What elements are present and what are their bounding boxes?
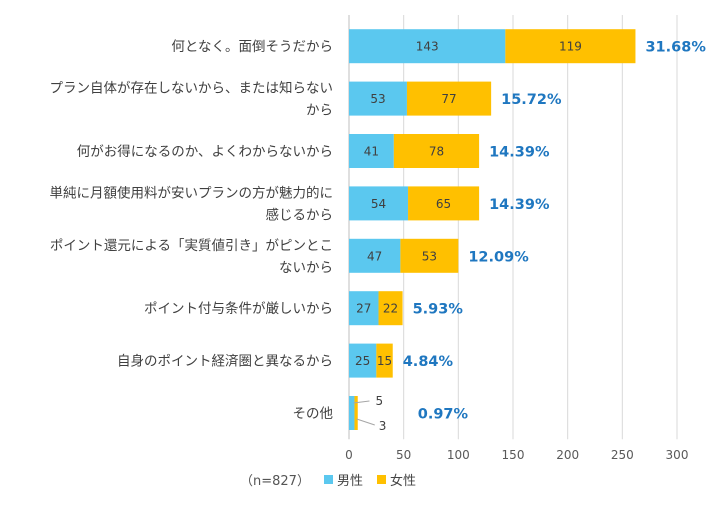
x-tick-label: 50 <box>396 448 411 462</box>
x-tick-label: 100 <box>447 448 470 462</box>
data-label: 54 <box>371 197 386 211</box>
data-label: 143 <box>416 40 439 54</box>
data-label: 77 <box>441 92 456 106</box>
x-tick-label: 0 <box>345 448 353 462</box>
legend-swatch-male <box>323 475 333 484</box>
data-label: 3 <box>379 419 387 433</box>
percent-label: 14.39% <box>489 145 550 161</box>
bar-male <box>349 186 409 221</box>
data-label: 119 <box>559 40 582 54</box>
bar-female <box>378 291 403 326</box>
x-tick-label: 200 <box>556 448 579 462</box>
bar-male <box>349 29 506 64</box>
category-label: 感じるから <box>266 206 334 223</box>
data-label: 5 <box>375 394 383 408</box>
sample-size-note: （n=827） <box>240 474 310 489</box>
percent-label: 4.84% <box>403 354 454 370</box>
percent-label: 31.68% <box>645 40 706 56</box>
legend-swatch-female <box>376 475 386 484</box>
x-tick-label: 300 <box>666 448 689 462</box>
legend-label-female: 女性 <box>389 474 416 489</box>
category-label: から <box>306 103 333 119</box>
data-label: 78 <box>429 145 444 159</box>
legend-label-male: 男性 <box>336 474 363 489</box>
data-label: 27 <box>356 302 371 316</box>
percent-label: 14.39% <box>489 197 550 213</box>
data-label: 65 <box>436 197 451 211</box>
leader-line <box>356 418 375 426</box>
x-tick-label: 250 <box>611 448 634 462</box>
bar-female <box>376 343 393 378</box>
data-label: 53 <box>370 92 385 106</box>
bar-male <box>349 238 401 273</box>
bar-male <box>349 343 377 378</box>
bar-male <box>349 134 394 168</box>
percent-label: 5.93% <box>413 302 464 318</box>
leader-line <box>353 400 370 404</box>
data-label: 22 <box>383 302 398 316</box>
bar-female <box>400 238 459 273</box>
category-label: ないから <box>279 260 333 276</box>
category-label: 自身のポイント経済圏と異なるから <box>117 354 333 370</box>
data-label: 15 <box>377 354 392 368</box>
percent-label: 15.72% <box>501 92 562 108</box>
legend: （n=827） 男性 女性 <box>240 470 428 489</box>
category-label: ポイント還元による「実質値引き」がピンとこ <box>50 238 333 254</box>
category-label: ポイント付与条件が厳しいから <box>144 300 333 317</box>
bar-male <box>349 291 379 326</box>
category-label: プラン自体が存在しないから、または知らない <box>50 80 334 97</box>
bar-male <box>349 81 407 116</box>
bar-female <box>406 81 492 116</box>
category-label: 単純に月額使用料が安いプランの方が魅力的に <box>50 184 334 201</box>
data-label: 47 <box>367 249 382 263</box>
bar-male <box>349 396 355 430</box>
category-label: 何となく。面倒そうだから <box>171 39 333 55</box>
x-tick-label: 150 <box>502 448 525 462</box>
percent-label: 12.09% <box>468 249 529 265</box>
percent-label: 0.97% <box>418 407 469 423</box>
bar-female <box>408 186 480 221</box>
bar-female <box>393 134 480 168</box>
data-label: 41 <box>364 145 379 159</box>
category-label: その他 <box>293 406 334 422</box>
bar-female <box>505 29 636 64</box>
bar-female <box>354 396 358 430</box>
data-label: 53 <box>422 249 437 263</box>
data-label: 25 <box>355 354 370 368</box>
category-label: 何がお得になるのか、よくわからないから <box>77 143 333 160</box>
